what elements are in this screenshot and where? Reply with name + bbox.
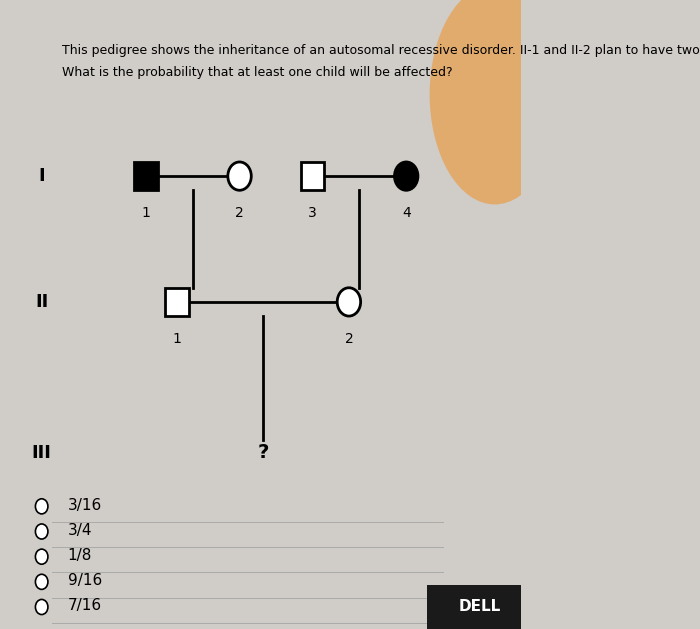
Text: DELL: DELL — [458, 599, 500, 615]
FancyBboxPatch shape — [134, 162, 158, 190]
Text: 3/16: 3/16 — [68, 498, 102, 513]
Circle shape — [36, 549, 48, 564]
Text: This pedigree shows the inheritance of an autosomal recessive disorder. II-1 and: This pedigree shows the inheritance of a… — [62, 44, 700, 57]
Circle shape — [228, 162, 251, 190]
Circle shape — [337, 288, 360, 316]
Circle shape — [36, 599, 48, 615]
Text: III: III — [32, 444, 52, 462]
Circle shape — [36, 574, 48, 589]
Text: ?: ? — [258, 443, 269, 462]
Text: 1/8: 1/8 — [68, 548, 92, 563]
Circle shape — [395, 162, 418, 190]
Text: 9/16: 9/16 — [68, 573, 102, 588]
FancyBboxPatch shape — [165, 287, 189, 316]
Circle shape — [36, 524, 48, 539]
Text: 7/16: 7/16 — [68, 598, 102, 613]
Text: 1: 1 — [173, 332, 181, 346]
Text: 2: 2 — [235, 206, 244, 220]
Circle shape — [36, 499, 48, 514]
FancyBboxPatch shape — [301, 162, 324, 190]
Text: 2: 2 — [344, 332, 354, 346]
Text: What is the probability that at least one child will be affected?: What is the probability that at least on… — [62, 66, 453, 79]
Text: II: II — [35, 293, 48, 311]
Text: 4: 4 — [402, 206, 411, 220]
FancyBboxPatch shape — [427, 585, 521, 629]
Text: 1: 1 — [141, 206, 150, 220]
Text: 3/4: 3/4 — [68, 523, 92, 538]
Ellipse shape — [430, 0, 560, 204]
Text: I: I — [38, 167, 45, 185]
Text: 3: 3 — [308, 206, 317, 220]
